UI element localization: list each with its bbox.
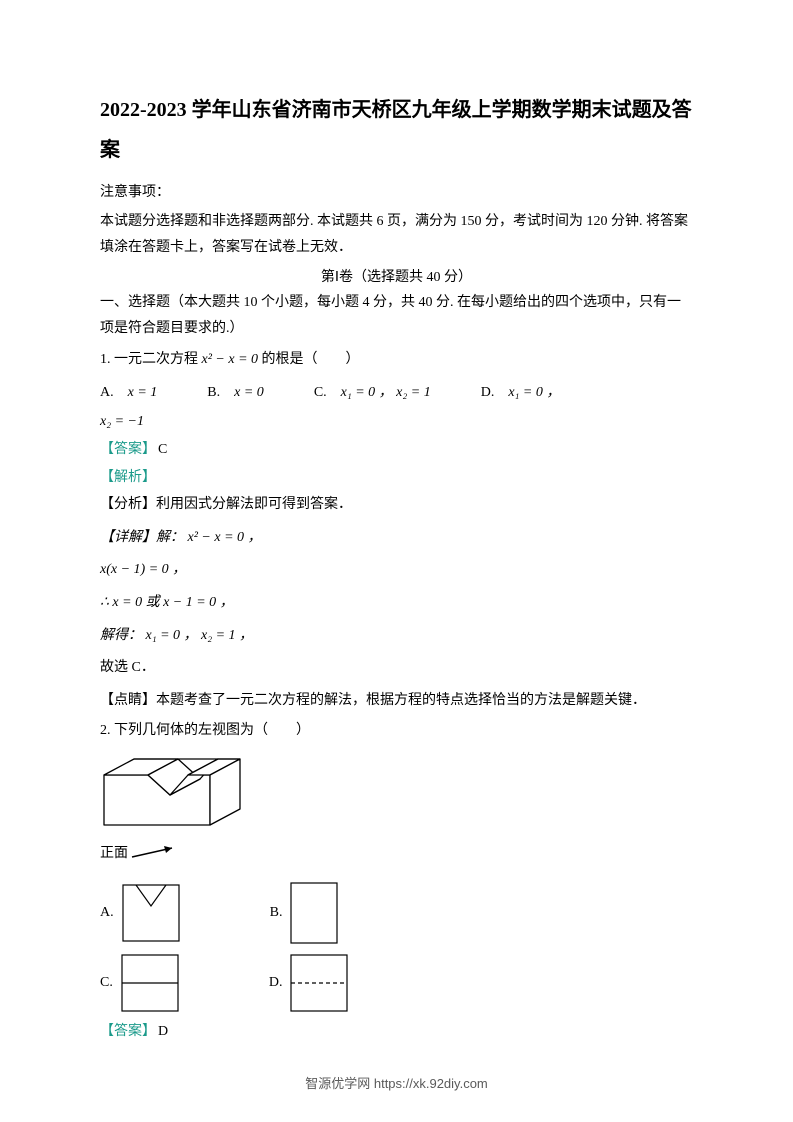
q1-analysis-1: 【详解】解： x² − x = 0 ，: [100, 525, 693, 552]
q2-option-c: C.: [100, 954, 179, 1012]
q1-stem-math: x² − x = 0: [202, 352, 259, 367]
section-instruction: 一、选择题（本大题共 10 个小题，每小题 4 分，共 40 分. 在每小题给出…: [100, 290, 693, 343]
q2-answer: 【答案】D: [100, 1020, 693, 1040]
q1-options: A. x = 1 B. x = 0 C. x₁ = 0 ， x₂ = 1 D. …: [100, 380, 693, 407]
q1-analysis-label: 【解析】: [100, 466, 693, 486]
answer-bracket-label: 【答案】: [100, 442, 156, 457]
q2-front-label: 正面: [100, 842, 693, 862]
q2-options-row2: C. D.: [100, 944, 693, 1012]
q1-option-c: C. x₁ = 0 ， x₂ = 1: [314, 380, 431, 407]
q2-opt-b-letter: B.: [270, 905, 283, 921]
q2-options-row1: A. B.: [100, 872, 693, 944]
q1-answer: 【答案】C: [100, 438, 693, 458]
q1-analysis-2: x(x − 1) = 0 ，: [100, 557, 693, 584]
q1-option-d: D. x₁ = 0 ，: [481, 380, 561, 407]
q1-analysis-4: 解得： x₁ = 0 ， x₂ = 1 ，: [100, 623, 693, 650]
q2-answer-value: D: [158, 1024, 168, 1039]
q2-stem: 2. 下列几何体的左视图为（ ）: [100, 718, 693, 745]
q2-option-a: A.: [100, 882, 180, 944]
q2-option-d: D.: [269, 954, 349, 1012]
q1-stem-prefix: 1. 一元二次方程: [100, 352, 202, 367]
analysis-bracket-label: 【解析】: [100, 470, 156, 485]
q1-analysis-0: 【分析】利用因式分解法即可得到答案．: [100, 492, 693, 519]
q1-analysis-3: ∴ x = 0 或 x − 1 = 0 ，: [100, 590, 693, 617]
q1-stem-suffix: 的根是（ ）: [262, 352, 360, 367]
q2-solid-figure: [100, 755, 693, 838]
q1-stem: 1. 一元二次方程 x² − x = 0 的根是（ ）: [100, 347, 693, 374]
q1-analysis-6: 【点睛】本题考查了一元二次方程的解法，根据方程的特点选择恰当的方法是解题关键．: [100, 688, 693, 715]
front-label-text: 正面: [100, 842, 128, 862]
page-title: 2022-2023 学年山东省济南市天桥区九年级上学期数学期末试题及答案: [100, 90, 693, 170]
q2-opt-a-letter: A.: [100, 905, 114, 921]
arrow-icon: [130, 844, 180, 860]
q2-opt-d-letter: D.: [269, 975, 283, 991]
section-1-label: 第Ⅰ卷（选择题共 40 分）: [100, 266, 693, 286]
q2-option-b: B.: [270, 882, 339, 944]
q1-answer-value: C: [158, 442, 167, 457]
answer-bracket-label-2: 【答案】: [100, 1024, 156, 1039]
q2-opt-c-letter: C.: [100, 975, 113, 991]
q1-option-a: A. x = 1: [100, 380, 157, 407]
notice-label: 注意事项：: [100, 180, 693, 207]
page-footer: 智源优学网 https://xk.92diy.com: [0, 1073, 793, 1092]
q1-option-b: B. x = 0: [207, 380, 264, 407]
q1-analysis-5: 故选 C．: [100, 655, 693, 682]
notice-body: 本试题分选择题和非选择题两部分. 本试题共 6 页，满分为 150 分，考试时间…: [100, 209, 693, 262]
q1-option-d-extra: x₂ = −1: [100, 414, 693, 430]
